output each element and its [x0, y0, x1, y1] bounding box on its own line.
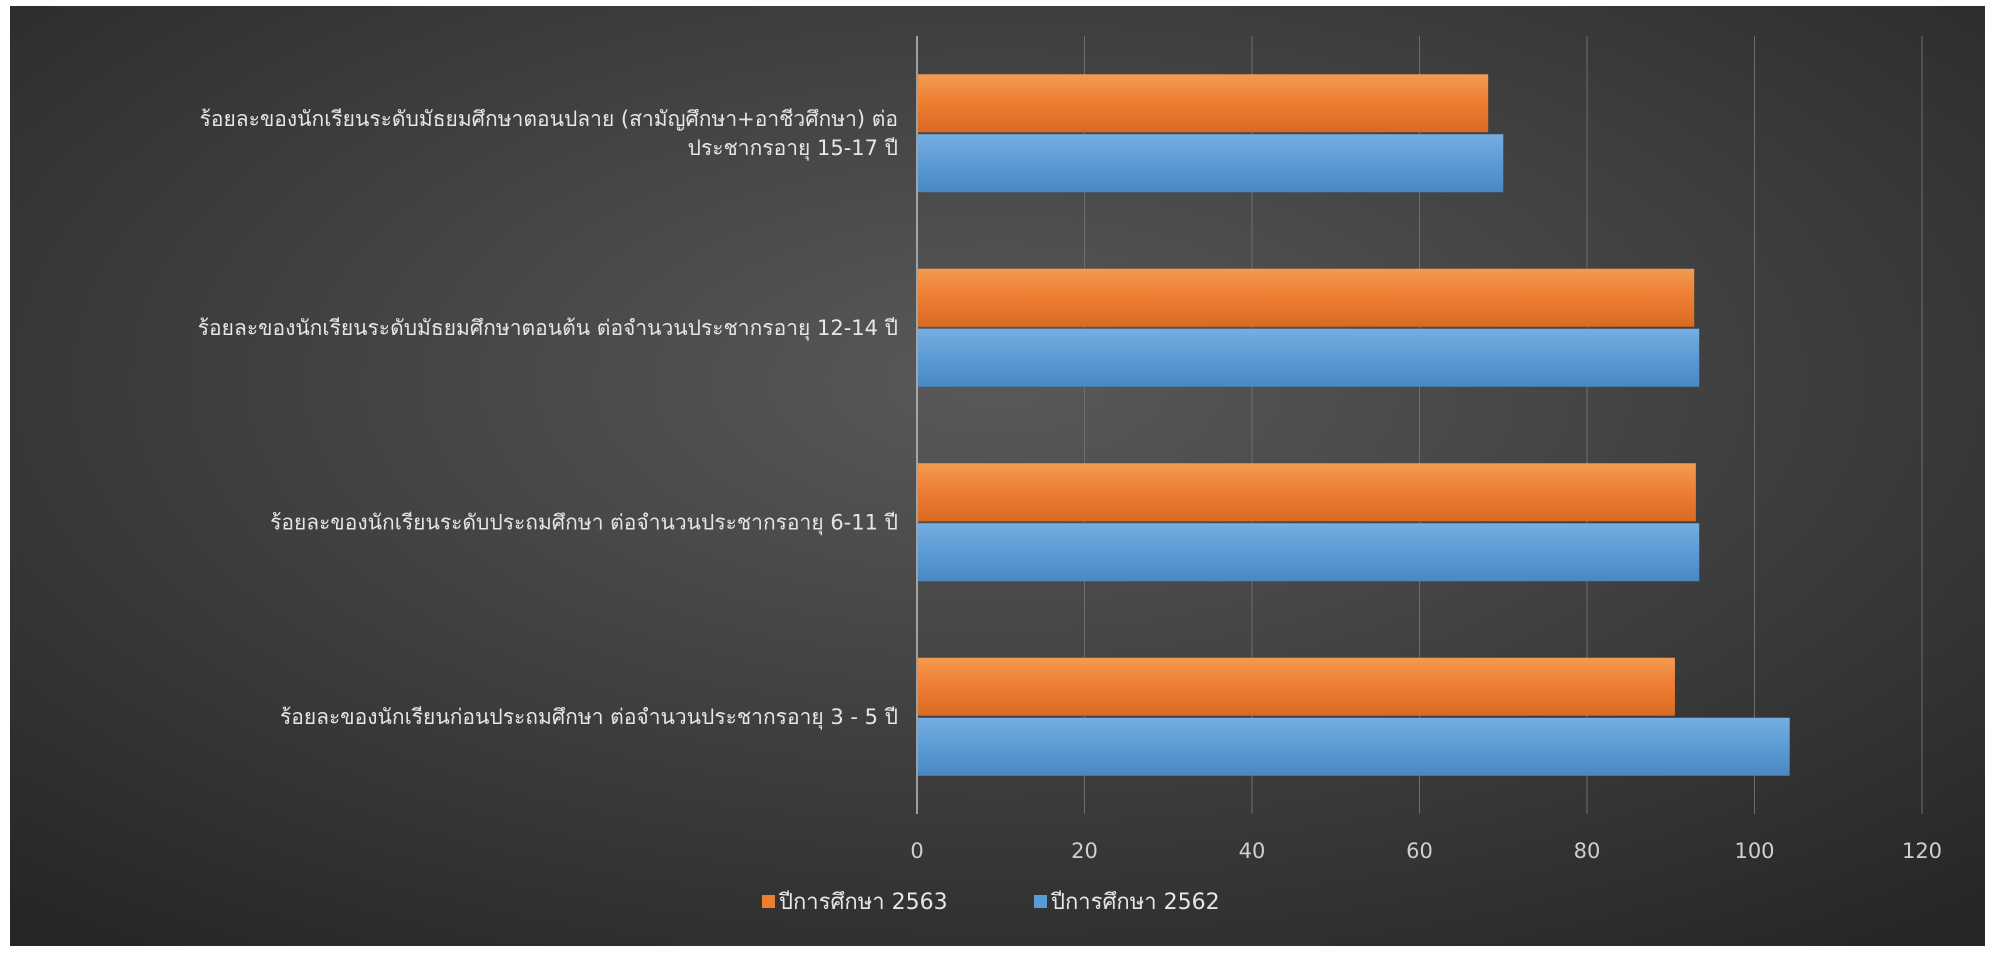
category-label: ประชากรอายุ 15-17 ปี [688, 136, 898, 161]
bar-2562-cat-3 [918, 717, 1790, 776]
category-label: ร้อยละของนักเรียนระดับมัธยมศึกษาตอนปลาย … [200, 107, 898, 131]
bar-2563-cat-0 [918, 74, 1489, 133]
legend-label: ปีการศึกษา 2563 [778, 890, 948, 915]
bar-2562-cat-1 [918, 328, 1700, 387]
chart-frame: ร้อยละของนักเรียนระดับมัธยมศึกษาตอนปลาย … [10, 6, 1985, 946]
x-tick-label: 120 [1902, 839, 1942, 863]
x-tick-labels: 0 20 40 60 80 100 120 [910, 839, 1942, 863]
x-tick-label: 40 [1239, 839, 1266, 863]
bar-chart: ร้อยละของนักเรียนระดับมัธยมศึกษาตอนปลาย … [10, 6, 1985, 946]
x-tick-label: 0 [910, 839, 923, 863]
category-label: ร้อยละของนักเรียนระดับมัธยมศึกษาตอนต้น ต… [198, 316, 898, 341]
x-tick-label: 80 [1574, 839, 1601, 863]
legend-swatch [762, 895, 775, 908]
category-label: ร้อยละของนักเรียนระดับประถมศึกษา ต่อจำนว… [270, 510, 898, 535]
bars [918, 74, 1790, 776]
legend-swatch [1034, 895, 1047, 908]
bar-2563-cat-3 [918, 657, 1675, 716]
category-labels: ร้อยละของนักเรียนระดับมัธยมศึกษาตอนปลาย … [198, 107, 898, 730]
x-tick-label: 20 [1071, 839, 1098, 863]
legend: ปีการศึกษา 2563 ปีการศึกษา 2562 [762, 890, 1220, 915]
bar-2563-cat-1 [918, 268, 1695, 327]
bar-2563-cat-2 [918, 463, 1696, 522]
legend-label: ปีการศึกษา 2562 [1050, 890, 1220, 915]
x-tick-label: 100 [1734, 839, 1774, 863]
category-label: ร้อยละของนักเรียนก่อนประถมศึกษา ต่อจำนวน… [280, 705, 898, 730]
x-tick-label: 60 [1406, 839, 1433, 863]
bar-2562-cat-0 [918, 134, 1504, 193]
bar-2562-cat-2 [918, 523, 1700, 582]
